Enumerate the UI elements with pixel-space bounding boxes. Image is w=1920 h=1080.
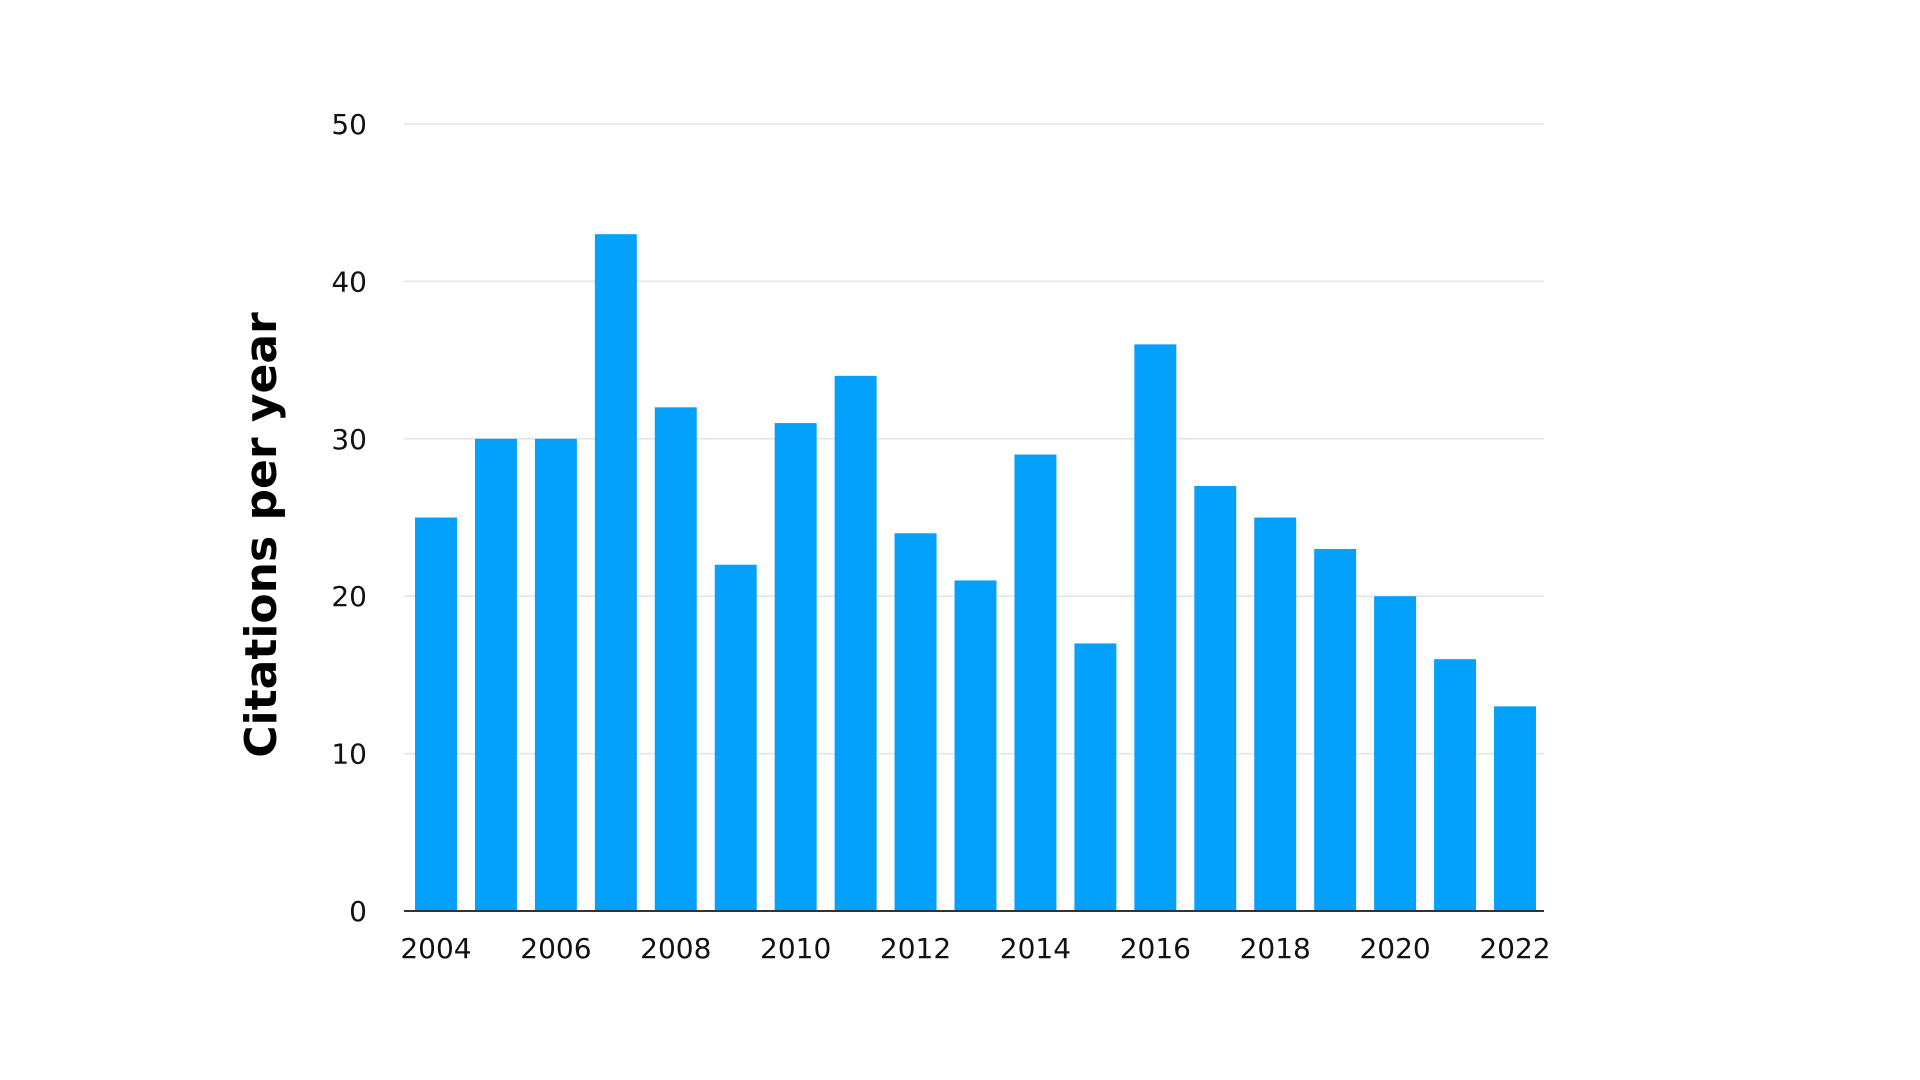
bar	[1494, 706, 1536, 911]
bar	[415, 517, 457, 911]
y-axis-ticks: 0 10 20 30 40 50	[331, 108, 367, 928]
x-tick-label: 2022	[1479, 932, 1550, 965]
bar	[1014, 454, 1057, 911]
x-tick-label: 2014	[1000, 932, 1071, 965]
bar	[1374, 596, 1417, 911]
bar	[714, 564, 757, 911]
bar	[1134, 344, 1177, 911]
x-axis-ticks: 2004 2006 2008 2010 2012 2014 2016 2018 2020 2022	[400, 932, 1550, 965]
bar	[1074, 643, 1117, 911]
bar	[474, 438, 517, 911]
x-tick-label: 2004	[400, 932, 471, 965]
bar	[894, 533, 937, 911]
y-tick-label: 20	[331, 580, 367, 613]
y-axis-title: Citations per year	[236, 312, 287, 758]
bars	[415, 234, 1536, 912]
x-tick-label: 2016	[1120, 932, 1191, 965]
bar	[834, 375, 877, 912]
bar	[954, 580, 997, 911]
y-tick-label: 30	[331, 423, 367, 456]
y-tick-label: 50	[331, 108, 367, 141]
bar	[1314, 548, 1357, 911]
x-tick-label: 2010	[760, 932, 831, 965]
bar	[654, 407, 697, 911]
bar	[1434, 659, 1477, 911]
bar	[534, 438, 577, 911]
bar	[594, 234, 637, 911]
y-tick-label: 40	[331, 265, 367, 298]
x-tick-label: 2012	[880, 932, 951, 965]
x-tick-label: 2008	[640, 932, 711, 965]
bar	[1194, 486, 1237, 911]
y-tick-label: 0	[349, 895, 367, 928]
x-tick-label: 2006	[520, 932, 591, 965]
x-tick-label: 2018	[1240, 932, 1311, 965]
x-tick-label: 2020	[1359, 932, 1430, 965]
bar	[1254, 517, 1297, 911]
bar	[774, 423, 817, 911]
y-tick-label: 10	[331, 738, 367, 771]
